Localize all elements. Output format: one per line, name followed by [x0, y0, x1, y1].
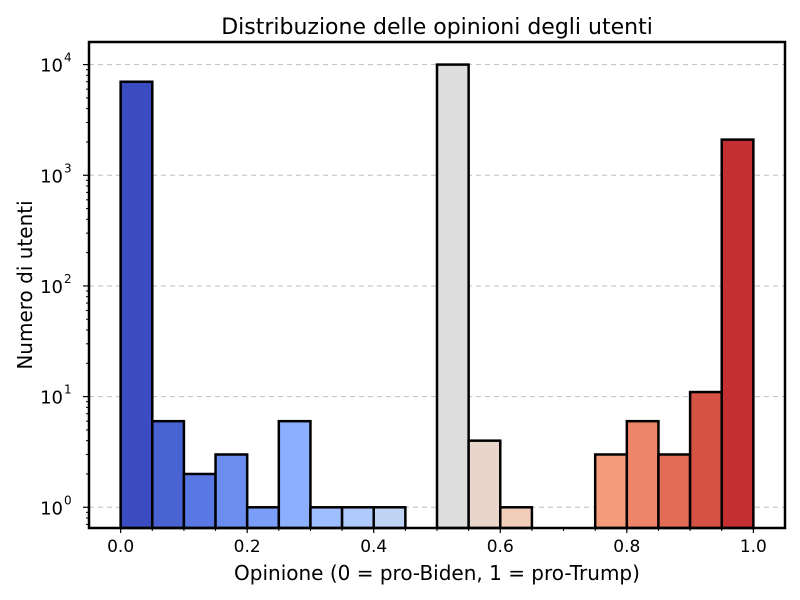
y-tick-exponent-4: 4 — [64, 51, 72, 65]
y-tick-label-1: 10 — [40, 388, 63, 409]
histogram-bar-6 — [309, 506, 344, 530]
histogram-bar-18 — [688, 390, 723, 530]
histogram-bar-2 — [182, 472, 217, 530]
chart-title: Distribuzione delle opinioni degli utent… — [221, 15, 653, 40]
y-tick-label-2: 10 — [40, 277, 63, 298]
x-tick-label-3: 0.6 — [487, 537, 514, 557]
y-tick-exponent-3: 3 — [64, 161, 72, 175]
x-tick-label-0: 0.0 — [107, 537, 134, 557]
y-axis-label: Numero di utenti — [13, 200, 37, 369]
y-tick-exponent-1: 1 — [64, 383, 72, 397]
histogram-bar-5 — [277, 419, 312, 530]
y-tick-label-0: 10 — [40, 498, 63, 519]
histogram-bar-11 — [467, 439, 502, 530]
x-tick-label-4: 0.8 — [613, 537, 640, 557]
y-tick-exponent-2: 2 — [64, 272, 72, 286]
histogram-bar-19 — [720, 138, 755, 530]
histogram-bar-3 — [214, 453, 249, 530]
y-tick-label-3: 10 — [40, 166, 63, 187]
x-tick-label-2: 0.4 — [360, 537, 387, 557]
histogram-bar-12 — [499, 506, 534, 530]
histogram-bar-16 — [625, 419, 660, 530]
histogram-bar-7 — [340, 506, 375, 530]
x-axis-label: Opinione (0 = pro-Biden, 1 = pro-Trump) — [234, 561, 640, 585]
y-tick-exponent-0: 0 — [64, 493, 72, 507]
histogram-bar-10 — [435, 63, 470, 530]
histogram-bar-8 — [372, 506, 407, 530]
histogram-bar-1 — [151, 419, 186, 530]
histogram-bar-17 — [657, 453, 692, 530]
histogram-bar-15 — [593, 453, 629, 530]
x-axis-ticks: 0.0 0.2 0.4 0.6 0.8 1.0 — [107, 528, 767, 557]
x-tick-label-5: 1.0 — [740, 537, 767, 557]
histogram-bar-0 — [119, 80, 154, 530]
x-tick-label-1: 0.2 — [234, 537, 261, 557]
bars-group — [119, 63, 755, 530]
y-tick-label-4: 10 — [40, 56, 63, 77]
histogram-bar-4 — [245, 506, 281, 530]
